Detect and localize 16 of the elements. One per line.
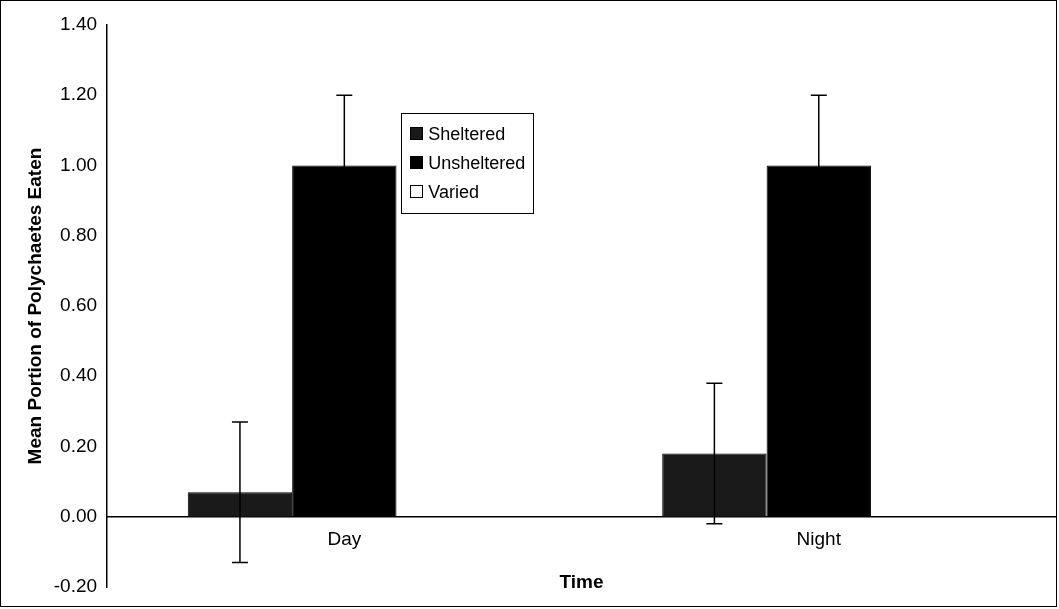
y-tick-label: 0.40 [60,364,98,386]
legend-label: Unsheltered [428,153,526,173]
y-tick-label: 0.80 [60,223,98,245]
legend-label: Varied [428,182,479,202]
y-tick-label: -0.20 [53,575,98,597]
x-tick-label: Night [796,528,842,550]
x-tick-label: Day [327,528,362,550]
y-tick-label: 1.00 [60,153,98,175]
y-tick-label: 1.20 [60,83,98,105]
y-tick-label: 0.60 [60,294,98,316]
legend-label: Sheltered [428,124,506,144]
y-tick-label: 1.40 [60,13,98,35]
y-tick-label: 0.20 [60,434,98,456]
y-tick-label: 0.00 [60,504,98,526]
x-axis-title: Time [559,571,604,593]
y-axis-title: Mean Portion of Polychaetes Eaten [23,147,45,465]
